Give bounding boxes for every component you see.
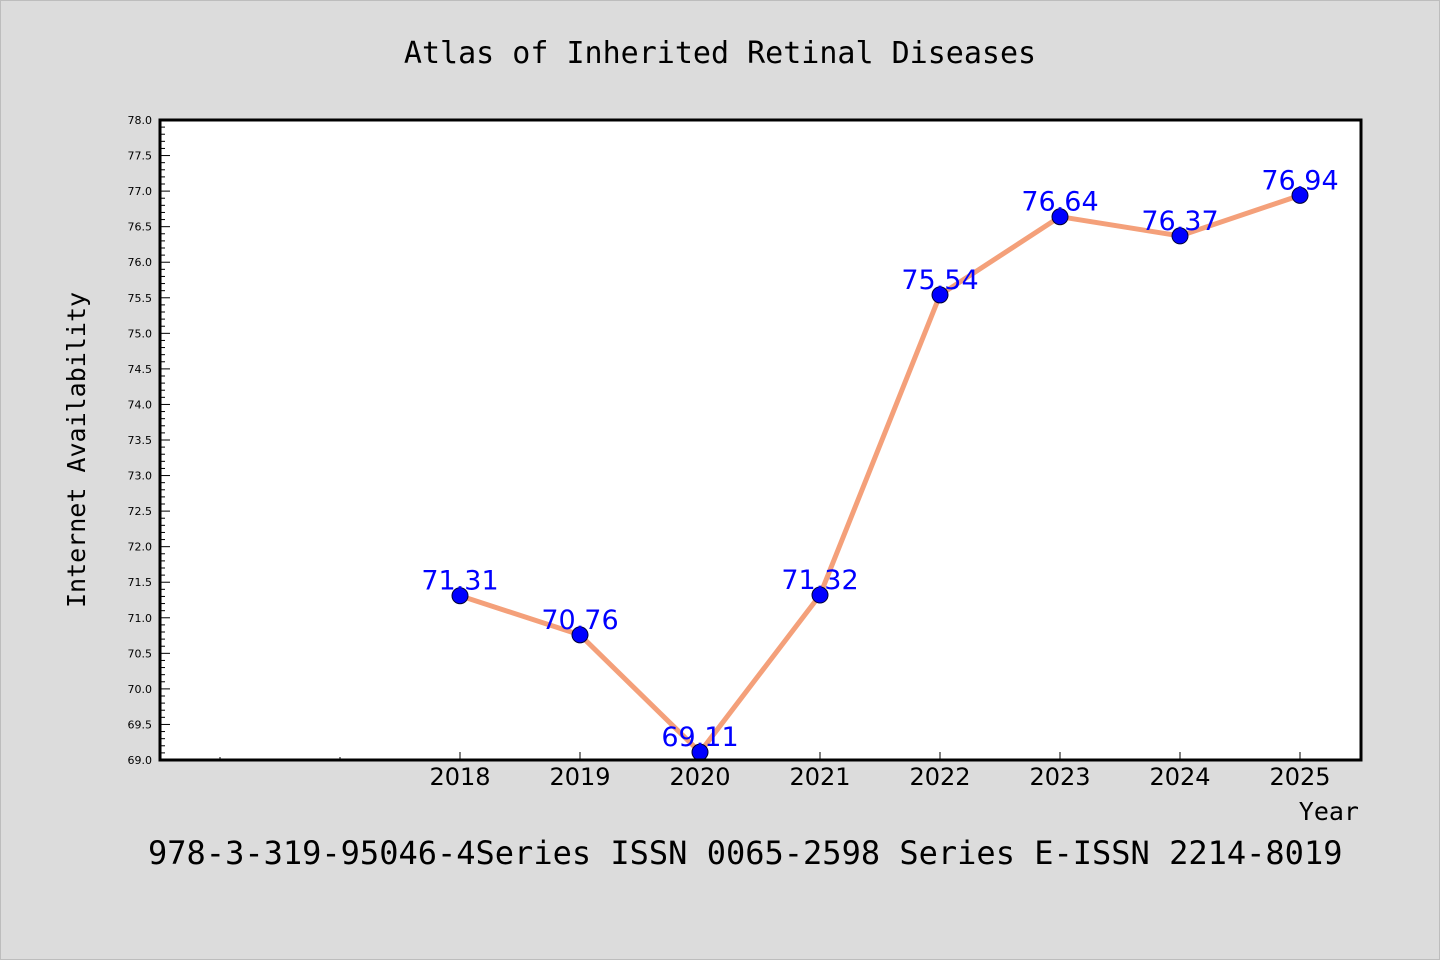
data-label: 70.76	[541, 605, 618, 636]
data-point	[451, 587, 469, 605]
y-tick-label: 74.0	[128, 398, 153, 411]
y-tick-label: 73.5	[128, 434, 153, 447]
y-tick-label: 78.0	[128, 114, 153, 127]
y-tick-label: 73.0	[128, 470, 153, 483]
data-point	[931, 286, 949, 304]
x-tick-label: 2019	[549, 763, 610, 791]
data-label: 75.54	[901, 265, 978, 296]
x-tick-label: 2025	[1269, 763, 1330, 791]
y-tick-label: 69.0	[128, 754, 153, 767]
data-label: 76.37	[1141, 206, 1218, 237]
y-tick-label: 70.5	[128, 647, 153, 660]
y-tick-label: 74.5	[128, 363, 153, 376]
y-tick-label: 70.0	[128, 683, 153, 696]
y-tick-label: 69.5	[128, 718, 153, 731]
x-tick-label: 2020	[669, 763, 730, 791]
x-tick-label: 2018	[429, 763, 490, 791]
y-tick-label: 71.0	[128, 612, 153, 625]
footer-isbn-issn: 978-3-319-95046-4Series ISSN 0065-2598 S…	[148, 834, 1342, 872]
y-tick-label: 77.0	[128, 185, 153, 198]
x-tick-label: 2022	[909, 763, 970, 791]
series-line	[459, 193, 1301, 755]
y-tick-label: 76.0	[128, 256, 153, 269]
y-tick-label: 75.0	[128, 327, 153, 340]
y-tick-label: 72.0	[128, 541, 153, 554]
chart-title: Atlas of Inherited Retinal Diseases	[404, 36, 1036, 71]
data-point	[1291, 186, 1309, 204]
y-axis-label: Internet Availability	[62, 292, 91, 608]
data-point	[571, 626, 589, 644]
data-point	[1171, 227, 1189, 245]
plot-area	[160, 120, 1361, 760]
data-point	[1051, 208, 1069, 226]
x-tick-label: 2023	[1029, 763, 1090, 791]
data-label: 76.94	[1261, 165, 1338, 196]
y-tick-label: 75.5	[128, 292, 153, 305]
data-label: 69.11	[661, 722, 738, 753]
y-tick-label: 76.5	[128, 221, 153, 234]
series-layer: 71.31 70.76 69.11 71.32 75.54 76.64 76.37 76.94	[421, 165, 1339, 761]
x-tick-label: 2024	[1149, 763, 1210, 791]
y-tick-label: 71.5	[128, 576, 153, 589]
y-tick-label: 77.5	[128, 150, 153, 163]
x-tick-label: 2021	[789, 763, 850, 791]
y-tick-label: 72.5	[128, 505, 153, 518]
data-point	[811, 586, 829, 604]
y-axis-ticks: 69.0 69.5 70.0 70.5 71.0 71.5 72.0 72.5 73.0 73.5…	[128, 114, 170, 767]
data-label: 71.31	[421, 566, 498, 597]
x-axis-label: Year	[1299, 797, 1359, 826]
data-label: 71.32	[781, 565, 858, 596]
data-label: 76.64	[1021, 187, 1098, 218]
plot-border	[158, 118, 1363, 762]
